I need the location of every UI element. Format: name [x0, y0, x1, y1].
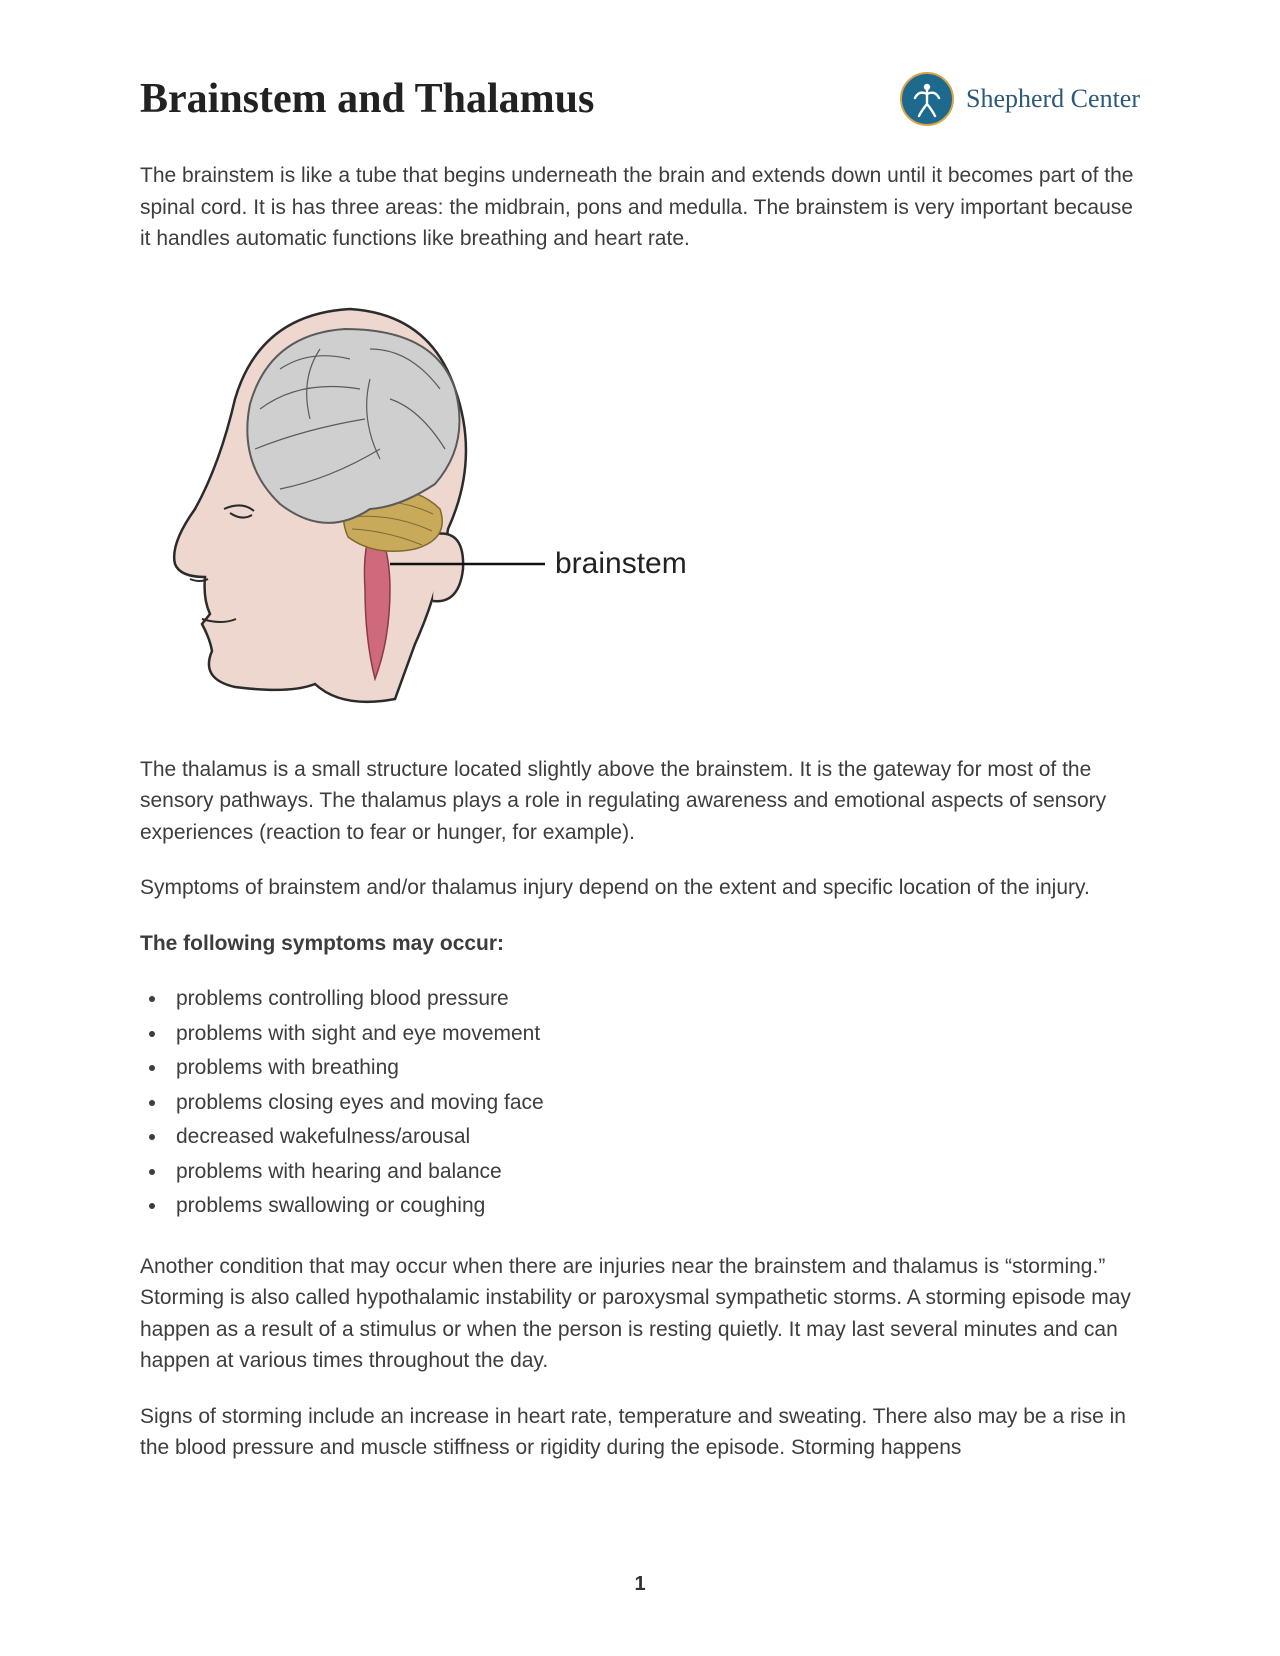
brand: Shepherd Center [900, 72, 1140, 126]
header-row: Brainstem and Thalamus Shepherd Center [140, 72, 1140, 126]
list-item: problems closing eyes and moving face [168, 1087, 1140, 1120]
symptoms-heading: The following symptoms may occur: [140, 928, 1140, 960]
intro-paragraph: The brainstem is like a tube that begins… [140, 160, 1140, 255]
list-item: problems with hearing and balance [168, 1156, 1140, 1189]
page-number: 1 [0, 1573, 1280, 1596]
brainstem-figure: brainstem [140, 279, 1140, 714]
list-item: problems with breathing [168, 1052, 1140, 1085]
storming-paragraph-1: Another condition that may occur when th… [140, 1251, 1140, 1377]
symptoms-list: problems controlling blood pressure prob… [140, 983, 1140, 1223]
list-item: problems swallowing or coughing [168, 1190, 1140, 1223]
symptoms-intro-paragraph: Symptoms of brainstem and/or thalamus in… [140, 872, 1140, 904]
document-page: Brainstem and Thalamus Shepherd Center T… [0, 0, 1280, 1656]
brand-text: Shepherd Center [966, 84, 1140, 114]
list-item: problems with sight and eye movement [168, 1018, 1140, 1051]
storming-paragraph-2: Signs of storming include an increase in… [140, 1401, 1140, 1464]
figure-label: brainstem [555, 547, 687, 580]
thalamus-paragraph: The thalamus is a small structure locate… [140, 754, 1140, 849]
brainstem-diagram-icon: brainstem [140, 279, 700, 709]
brand-logo-icon [900, 72, 954, 126]
list-item: decreased wakefulness/arousal [168, 1121, 1140, 1154]
list-item: problems controlling blood pressure [168, 983, 1140, 1016]
page-title: Brainstem and Thalamus [140, 75, 594, 123]
